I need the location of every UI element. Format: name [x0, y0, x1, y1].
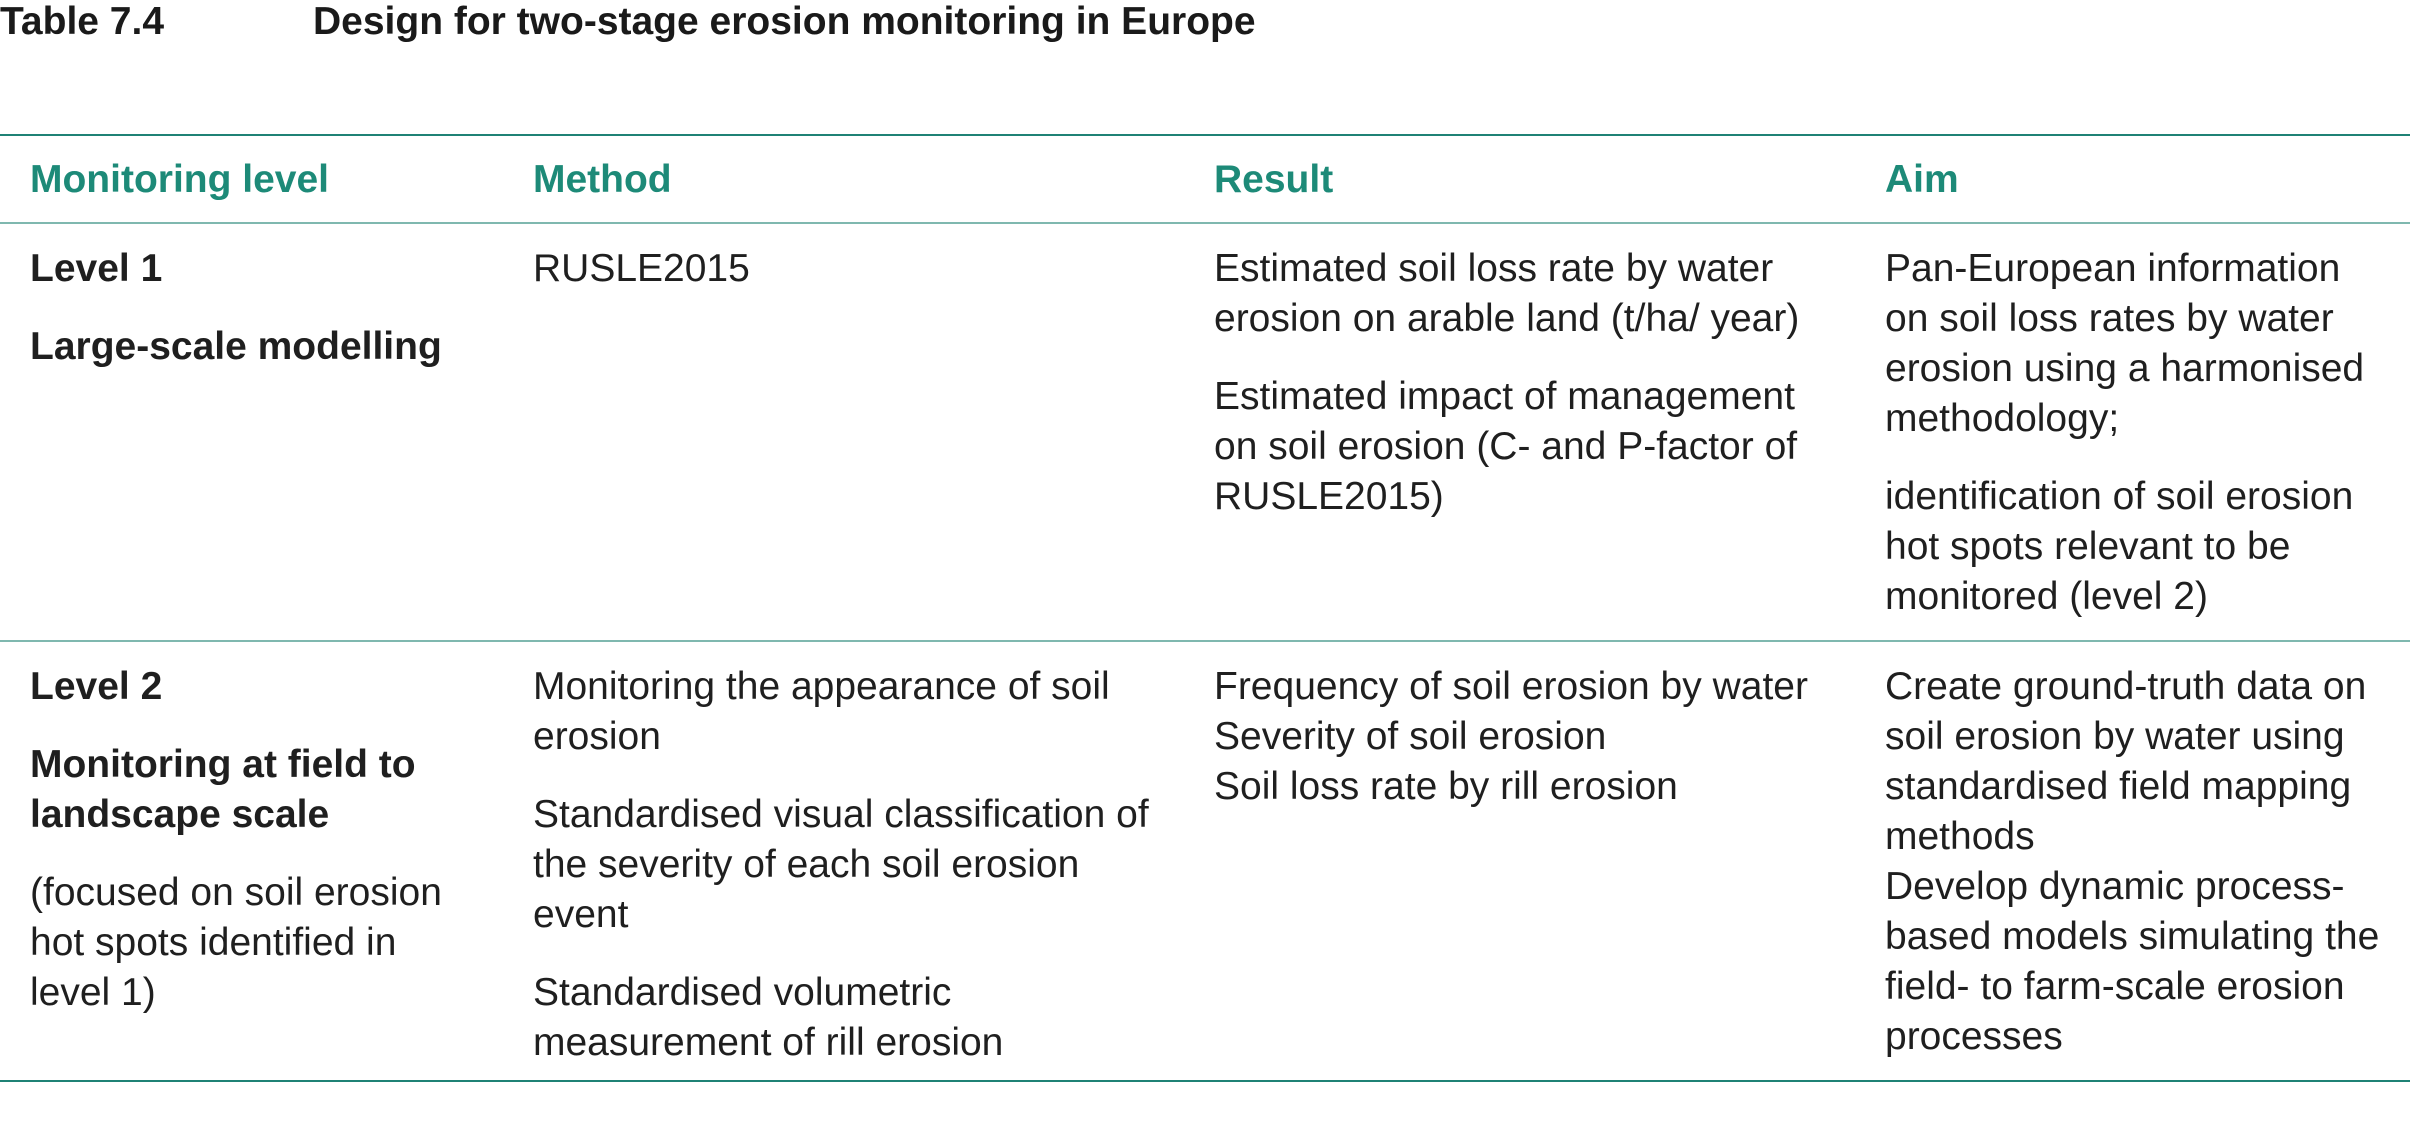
- cell-aim: Create ground-truth data on soil erosion…: [1855, 641, 2410, 1081]
- aim-text: Pan-European information on soil loss ra…: [1885, 247, 2365, 440]
- method-text: Standardised volumetric measurement of r…: [533, 971, 1004, 1064]
- result-text: Soil loss rate by rill erosion: [1214, 765, 1678, 808]
- header-result: Result: [1214, 158, 1334, 201]
- header-aim: Aim: [1885, 158, 1959, 201]
- result-text: Severity of soil erosion: [1214, 715, 1607, 758]
- aim-text: Create ground-truth data on soil erosion…: [1885, 665, 2367, 858]
- result-text: Frequency of soil erosion by water: [1214, 665, 1808, 708]
- aim-text: Develop dynamic process-based models sim…: [1885, 865, 2380, 1058]
- header-method: Method: [533, 158, 672, 201]
- table-number: Table 7.4: [0, 0, 165, 43]
- method-text: Standardised visual classification of th…: [533, 793, 1149, 936]
- aim-text: identification of soil erosion hot spots…: [1885, 475, 2354, 618]
- cell-aim: Pan-European information on soil loss ra…: [1855, 223, 2410, 641]
- aim-lines: Create ground-truth data on soil erosion…: [1885, 662, 2390, 1062]
- table-header-row: Monitoring level Method Result Aim: [0, 135, 2410, 223]
- cell-result: Estimated soil loss rate by water erosio…: [1184, 223, 1855, 641]
- table-title: Table 7.4 Design for two-stage erosion m…: [0, 0, 1256, 44]
- result-text: Estimated soil loss rate by water erosio…: [1214, 247, 1800, 340]
- cell-monitoring-level: Level 2 Monitoring at field to landscape…: [0, 641, 503, 1081]
- method-text: RUSLE2015: [533, 247, 750, 290]
- method-text: Monitoring the appearance of soil erosio…: [533, 665, 1110, 758]
- table-caption: Design for two-stage erosion monitoring …: [313, 0, 1256, 43]
- table-row-level-1: Level 1 Large-scale modelling RUSLE2015 …: [0, 223, 2410, 641]
- level-note: (focused on soil erosion hot spots ident…: [30, 871, 442, 1014]
- table-row-level-2: Level 2 Monitoring at field to landscape…: [0, 641, 2410, 1081]
- level-subtitle: Large-scale modelling: [30, 325, 442, 368]
- cell-result: Frequency of soil erosion by water Sever…: [1184, 641, 1855, 1081]
- level-name: Level 2: [30, 665, 163, 708]
- erosion-monitoring-table: Monitoring level Method Result Aim Level…: [0, 134, 2410, 1082]
- result-lines: Frequency of soil erosion by water Sever…: [1214, 662, 1835, 812]
- cell-monitoring-level: Level 1 Large-scale modelling: [0, 223, 503, 641]
- cell-method: RUSLE2015: [503, 223, 1184, 641]
- header-monitoring-level: Monitoring level: [30, 158, 330, 201]
- result-text: Estimated impact of management on soil e…: [1214, 375, 1798, 518]
- level-name: Level 1: [30, 247, 163, 290]
- cell-method: Monitoring the appearance of soil erosio…: [503, 641, 1184, 1081]
- level-subtitle: Monitoring at field to landscape scale: [30, 743, 416, 836]
